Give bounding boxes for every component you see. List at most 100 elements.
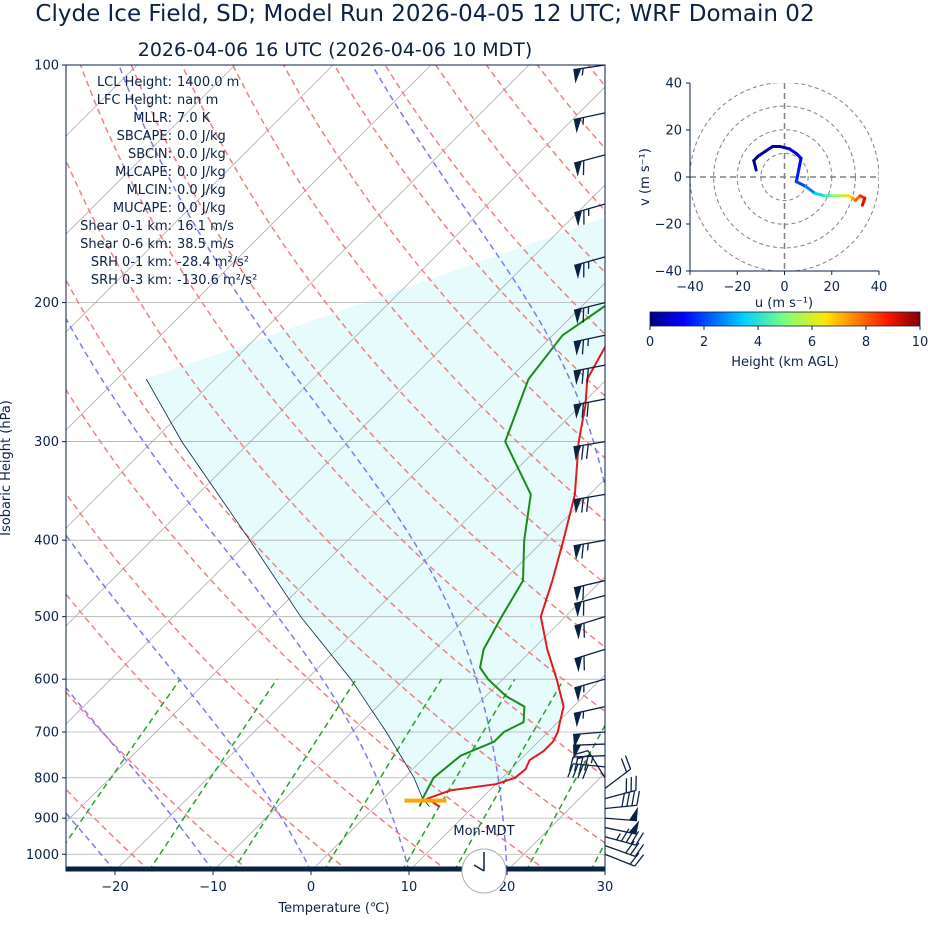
index-value: 0.0 J/kg [177,147,226,162]
wind-barb [574,616,606,640]
y-axis-label: Isobaric Height (hPa) [0,400,14,536]
mixing-ratio-line [148,678,278,871]
temperature-tick-label: −20 [101,880,128,895]
temperature-ticks: −20 −10 0 10 20 30 [101,871,613,895]
wind-barb [573,440,606,461]
clock: Mon-MDT [453,824,515,894]
wind-barb-pennant [574,210,582,227]
wind-barb-half-flag [616,833,621,841]
wind-barb-flag [567,763,574,778]
wind-barb [574,256,606,279]
moist-adiabat-line [66,317,410,871]
moist-adiabat-line [66,686,214,871]
wind-barb [573,493,606,514]
wind-barb-flag [578,756,584,771]
dry-adiabat-line [66,492,449,871]
wind-barb-flag [581,498,584,513]
isotherm-line [66,65,530,529]
wind-barb-flag [581,403,585,418]
pressure-tick-label: 800 [34,771,59,786]
wind-barb-pennant [573,586,582,602]
dry-adiabat-line [690,65,928,871]
mixing-ratio-line [401,678,516,871]
pressure-tick-label: 100 [34,59,59,74]
dry-adiabat-line [232,65,605,522]
wind-barb-flag [572,763,579,778]
colorbar-label: Height (km AGL) [731,355,839,370]
mixing-ratio-line [453,678,565,871]
wind-barb-pennant [573,733,582,749]
wind-barb-flag [586,402,589,417]
index-label: SRH 0-3 km: [91,273,172,288]
hodograph-segment [778,144,791,151]
pressure-tick-label: 500 [34,610,59,625]
wind-barb-flag [583,756,589,771]
hodograph-x-tick-label: −40 [676,280,703,295]
wind-barb-flag [581,339,585,355]
temperature-tick-label: 0 [307,880,315,895]
wind-barb-shaft [573,755,606,758]
mixing-ratio-line [590,841,605,871]
wind-barb [574,678,606,702]
dry-adiabat-line [740,65,928,871]
wind-barb-flag [573,750,589,756]
index-value: 0.0 J/kg [177,201,226,216]
hodograph-ticks: −40−40 −20 −20 0 0 20 20 40 40 [655,77,888,296]
pressure-tick-label: 600 [34,673,59,688]
index-value: 38.5 m/s [177,237,234,252]
wind-barb-flag [620,828,630,842]
wind-barb-flag [630,831,640,845]
index-label: LFC Height: [97,93,172,108]
isotherm-line [66,86,605,627]
colorbar-tick-label: 4 [754,335,762,350]
dry-adiabat-line [66,592,350,871]
parcel-area-fill [146,217,605,807]
wind-barb-flag [581,445,584,460]
wind-barb [573,579,606,602]
wind-barb-half-flag [587,338,590,347]
wind-barb-shaft [573,493,606,501]
wind-barb-flag [621,792,626,807]
colorbar-ticks: 0 2 4 6 8 10 [646,326,928,350]
wind-barb-shaft [573,398,606,406]
wind-barb-shaft [604,853,635,867]
dry-adiabat-line [282,65,605,460]
colorbar-tick-label: 2 [700,335,708,350]
wind-barb-flag [625,840,635,854]
skewt-background [66,65,928,871]
wind-barb-flag [629,842,640,856]
colorbar-gradient [649,311,921,327]
hodograph-y-label: v (m s⁻¹) [638,148,653,206]
wind-barb [573,64,606,84]
isotherm-line [310,576,605,871]
wind-barb-pennant [574,601,582,618]
hodograph-y-tick-label: −20 [655,218,682,233]
dewpoint-line [418,304,605,807]
chart-subtitle: 2026-04-06 16 UTC (2026-04-06 10 MDT) [138,39,533,61]
parcel-trace-line [145,378,430,807]
temperature-tick-label: 10 [401,880,418,895]
dry-adiabat-line [639,65,928,871]
pressure-tick-label: 700 [34,726,59,741]
dry-adiabat-line [130,65,605,649]
hodograph-segment [813,191,827,198]
wind-barb-pennant [573,117,582,134]
wind-barb [604,840,645,857]
hodograph-y-tick-label: 0 [674,171,682,186]
isotherm-line [703,65,928,871]
wind-barb-flag [634,844,645,857]
dry-adiabat-line [66,788,151,871]
pressure-tick-label: 300 [34,435,59,450]
wind-barb-flag [581,544,585,559]
wind-barb [604,806,639,822]
wind-barb-shaft [604,804,637,810]
wind-barb [573,154,606,177]
wind-barb-flag [620,758,628,773]
wind-barb-pennant [628,820,640,835]
wind-barb-flag [624,755,632,770]
colorbar-tick-label: 0 [646,335,654,350]
pressure-tick-label: 900 [34,812,59,827]
wind-barb-pennant [573,544,582,560]
wind-barb-shaft [574,616,606,627]
